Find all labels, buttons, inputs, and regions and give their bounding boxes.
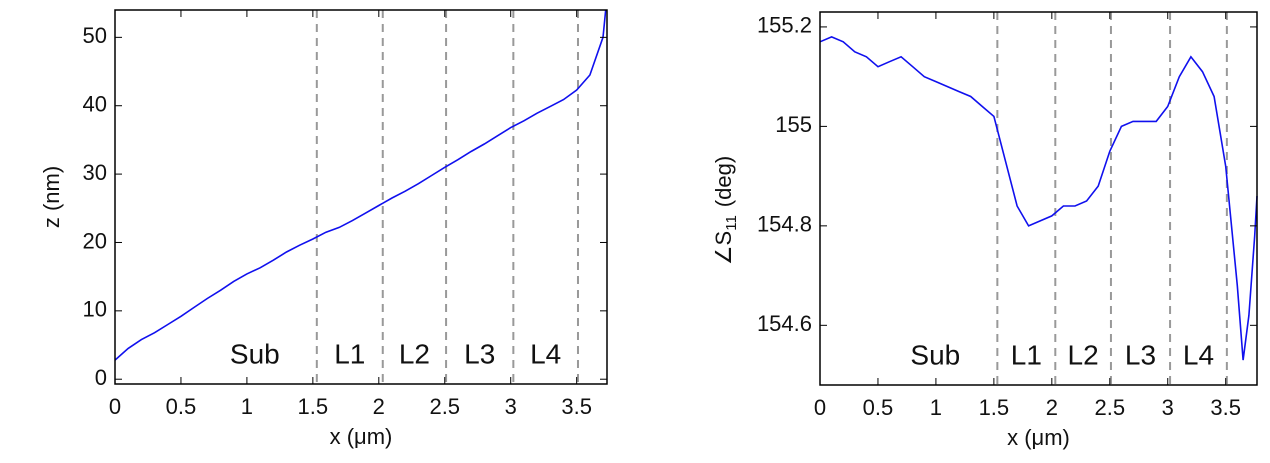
x-tick-label: 3.5: [561, 394, 592, 419]
y-label-unit: (deg): [711, 156, 736, 207]
region-label: L3: [464, 338, 495, 369]
region-label: L2: [1068, 339, 1099, 370]
y-tick-label: 10: [83, 297, 107, 322]
y-tick-label: 30: [83, 160, 107, 185]
y-axis-label: z (nm): [39, 166, 64, 228]
x-tick-label: 0.5: [166, 394, 197, 419]
x-tick-label: 3: [1162, 395, 1174, 420]
plot-frame: [114, 9, 608, 385]
x-tick-label: 0: [109, 394, 121, 419]
y-tick-label: 154.6: [757, 311, 812, 336]
y-tick-label: 155: [775, 112, 812, 137]
y-label-sub: 11: [723, 215, 740, 231]
data-line: [114, 9, 607, 361]
y-tick-label: 154.8: [757, 212, 812, 237]
x-axis-label: x (μm): [330, 424, 393, 449]
region-label: L2: [399, 338, 430, 369]
region-label: L3: [1125, 339, 1156, 370]
y-tick-label: 20: [83, 228, 107, 253]
region-label: L1: [334, 338, 365, 369]
region-label: L4: [530, 338, 561, 369]
y-axis-label: ∠S11 (deg): [711, 156, 740, 265]
x-tick-label: 1: [241, 394, 253, 419]
x-tick-label: 1: [930, 395, 942, 420]
y-tick-label: 155.2: [757, 13, 812, 38]
region-label: L1: [1011, 339, 1042, 370]
x-tick-label: 0.5: [863, 395, 894, 420]
x-tick-label: 2: [1046, 395, 1058, 420]
x-tick-label: 2.5: [429, 394, 460, 419]
x-tick-label: 2.5: [1094, 395, 1125, 420]
y-tick-label: 40: [83, 92, 107, 117]
plot-frame: [819, 11, 1258, 386]
region-label: Sub: [910, 339, 960, 370]
y-tick-label: 0: [95, 365, 107, 390]
y-label-main: ∠S: [711, 231, 736, 265]
x-axis-label: x (μm): [1007, 425, 1070, 450]
x-tick-label: 3.5: [1210, 395, 1241, 420]
region-label: Sub: [230, 338, 280, 369]
x-tick-label: 2: [373, 394, 385, 419]
x-tick-label: 1.5: [979, 395, 1010, 420]
data-line: [819, 36, 1258, 361]
y-tick-label: 50: [83, 23, 107, 48]
x-tick-label: 3: [505, 394, 517, 419]
region-label: L4: [1183, 339, 1214, 370]
x-tick-label: 0: [814, 395, 826, 420]
x-tick-label: 1.5: [298, 394, 329, 419]
